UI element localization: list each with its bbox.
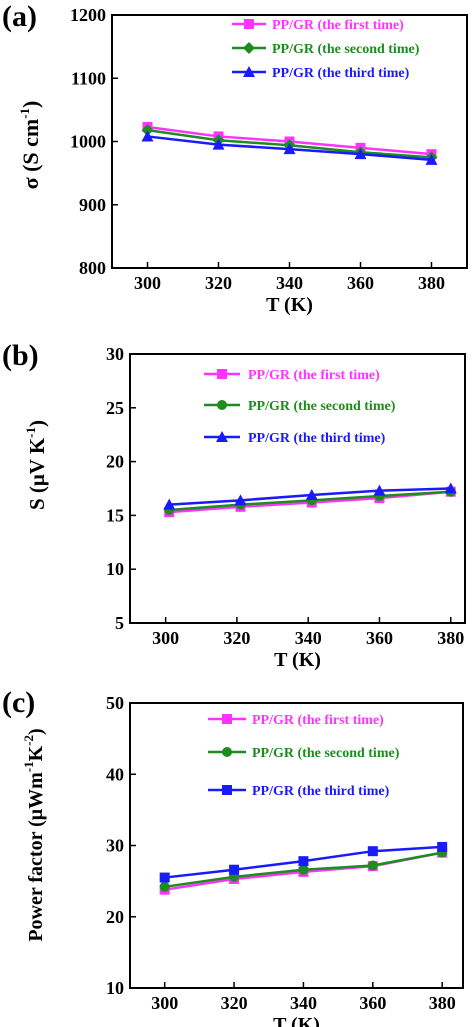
- y-tick-label: 25: [106, 398, 124, 418]
- series-second: [159, 847, 448, 892]
- legend-label: PP/GR (the second time): [252, 746, 400, 761]
- legend-label: PP/GR (the first time): [252, 713, 384, 728]
- legend-marker: [243, 66, 255, 77]
- panel-label: (b): [2, 339, 39, 372]
- legend-entry: PP/GR (the third time): [204, 431, 386, 446]
- legend-entry: PP/GR (the third time): [232, 66, 410, 81]
- data-point: [141, 124, 154, 137]
- legend-label: PP/GR (the third time): [272, 66, 410, 81]
- y-tick-label: 1000: [70, 132, 106, 152]
- x-axis-title: T (K): [266, 294, 313, 316]
- legend-label: PP/GR (the first time): [248, 368, 380, 383]
- data-point: [373, 484, 386, 496]
- legend-label: PP/GR (the first time): [272, 18, 404, 33]
- legend-entry: PP/GR (the second time): [232, 42, 420, 57]
- legend-entry: PP/GR (the first time): [232, 18, 404, 33]
- legend-marker: [222, 747, 232, 757]
- y-tick-label: 50: [106, 693, 124, 713]
- legend-marker: [222, 714, 232, 724]
- series-third: [141, 130, 438, 165]
- x-tick-label: 360: [366, 628, 393, 648]
- legend-marker: [244, 19, 254, 29]
- x-tick-label: 320: [221, 993, 248, 1013]
- x-tick-label: 320: [205, 273, 232, 293]
- data-point: [212, 138, 225, 150]
- x-tick-label: 380: [437, 628, 464, 648]
- x-tick-label: 380: [429, 993, 456, 1013]
- data-point: [437, 841, 448, 852]
- legend-marker: [222, 785, 232, 795]
- legend-marker: [217, 369, 227, 379]
- data-point: [283, 143, 296, 155]
- data-point: [305, 488, 318, 500]
- x-axis-title: T (K): [273, 1014, 320, 1027]
- legend-marker: [243, 42, 255, 54]
- legend-label: PP/GR (the third time): [248, 431, 386, 446]
- legend-label: PP/GR (the second time): [248, 399, 396, 414]
- data-point: [141, 130, 154, 142]
- y-tick-label: 30: [106, 836, 124, 856]
- x-tick-label: 300: [134, 273, 161, 293]
- y-tick-label: 15: [106, 505, 124, 525]
- legend-marker: [217, 400, 227, 410]
- y-axis-title: S (μV K-1): [23, 420, 49, 510]
- legend-label: PP/GR (the second time): [272, 42, 420, 57]
- x-tick-label: 360: [347, 273, 374, 293]
- x-tick-label: 340: [276, 273, 303, 293]
- legend-label: PP/GR (the third time): [252, 784, 390, 799]
- panel-label: (a): [2, 0, 37, 33]
- series-third: [163, 482, 457, 510]
- data-point: [159, 872, 170, 883]
- chart-panel-1: (b) 300 320 340 360 380 5 10 15 20 25 30 T (K) S (μV …: [2, 339, 466, 671]
- data-point: [354, 148, 367, 160]
- series-third: [159, 841, 448, 883]
- legend-entry: PP/GR (the third time): [208, 784, 390, 799]
- y-tick-label: 1200: [70, 5, 106, 25]
- y-tick-label: 20: [106, 907, 124, 927]
- data-point: [444, 482, 457, 494]
- data-point: [159, 881, 170, 892]
- y-tick-label: 40: [106, 764, 124, 784]
- x-tick-label: 300: [151, 993, 178, 1013]
- x-tick-label: 340: [290, 993, 317, 1013]
- data-point: [298, 856, 309, 867]
- panel-label: (c): [2, 686, 35, 719]
- y-tick-label: 900: [79, 195, 106, 215]
- y-tick-label: 1100: [71, 68, 106, 88]
- plot-frame: [129, 353, 466, 624]
- legend-entry: PP/GR (the second time): [204, 399, 396, 414]
- x-axis-title: T (K): [274, 649, 321, 671]
- y-axis-title: σ (S cm-1): [17, 101, 43, 190]
- data-point: [163, 498, 176, 510]
- x-tick-label: 320: [223, 628, 250, 648]
- legend-entry: PP/GR (the second time): [208, 746, 400, 761]
- data-point: [367, 860, 378, 871]
- legend-marker: [216, 431, 228, 442]
- data-point: [425, 153, 438, 165]
- y-tick-label: 20: [106, 452, 124, 472]
- y-tick-label: 800: [79, 258, 106, 278]
- series-second: [164, 486, 456, 516]
- legend-entry: PP/GR (the first time): [208, 713, 384, 728]
- data-point: [229, 864, 240, 875]
- chart-panel-2: (c) 300 320 340 360 380 10 20 30 40 50 T (K) Power f…: [2, 686, 464, 1027]
- chart-panel-0: (a) 300 320 340 360 380 800 900 1000 1100 1200 T (K…: [2, 0, 468, 316]
- x-tick-label: 360: [359, 993, 386, 1013]
- legend-entry: PP/GR (the first time): [204, 368, 380, 383]
- x-tick-label: 380: [418, 273, 445, 293]
- y-tick-label: 10: [106, 559, 124, 579]
- data-point: [234, 494, 247, 506]
- data-point: [367, 846, 378, 857]
- x-tick-label: 300: [152, 628, 179, 648]
- y-tick-label: 10: [106, 978, 124, 998]
- y-axis-title: Power factor (μWm-1K-2): [21, 728, 47, 941]
- data-point: [298, 864, 309, 875]
- x-tick-label: 340: [295, 628, 322, 648]
- y-tick-label: 30: [106, 344, 124, 364]
- y-tick-label: 5: [115, 613, 124, 633]
